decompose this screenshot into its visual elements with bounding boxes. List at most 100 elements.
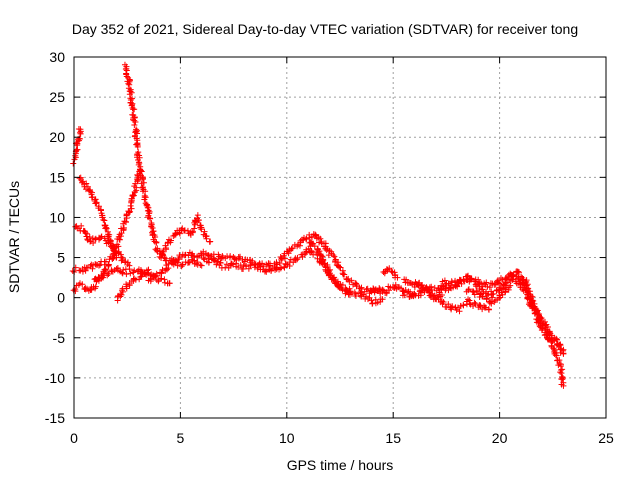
data-point (176, 230, 183, 237)
data-point (120, 224, 127, 231)
data-point (123, 67, 130, 74)
data-point (288, 245, 295, 252)
y-tick-labels: -15 -10 -5 0 5 10 15 20 25 30 (45, 49, 65, 426)
data-point (123, 73, 130, 80)
data-point (122, 218, 129, 225)
data-point (544, 323, 551, 330)
data-point (233, 256, 240, 263)
data-point (557, 369, 564, 376)
data-point (76, 135, 83, 142)
data-point (560, 346, 567, 353)
data-point (331, 277, 338, 284)
data-point (407, 279, 414, 286)
series-s20 (507, 268, 567, 389)
data-point (182, 251, 189, 258)
data-point (249, 257, 256, 264)
y-axis-label: SDTVAR / TECUs (6, 181, 22, 293)
data-point (105, 233, 112, 240)
data-point (345, 275, 352, 282)
chart-title: Day 352 of 2021, Sidereal Day-to-day VTE… (72, 21, 578, 37)
y-tick-label: 15 (49, 169, 65, 185)
data-point (82, 267, 89, 274)
data-point (151, 238, 158, 245)
series-s12 (306, 239, 386, 307)
y-tick-label: -10 (45, 370, 65, 386)
data-point (85, 187, 92, 194)
data-point (274, 261, 281, 268)
data-point (132, 119, 139, 126)
data-point (549, 338, 556, 345)
plot-frame (73, 56, 607, 419)
data-point (102, 265, 109, 272)
y-tick-label: 0 (57, 290, 65, 306)
data-point (198, 262, 205, 269)
data-point (316, 248, 323, 255)
series-s3 (72, 222, 133, 269)
data-point (277, 254, 284, 261)
data-point (398, 285, 405, 292)
x-tick-label: 15 (385, 430, 401, 446)
data-point (460, 302, 467, 309)
data-point (465, 286, 472, 293)
data-point (114, 241, 121, 248)
data-point (412, 292, 419, 299)
data-point (352, 293, 359, 300)
data-point (155, 278, 162, 285)
data-point (386, 265, 393, 272)
data-point (404, 289, 411, 296)
data-point (554, 357, 561, 364)
data-point (138, 168, 145, 175)
data-point (124, 259, 131, 266)
data-point (267, 262, 274, 269)
data-point (70, 160, 77, 167)
y-tick-label: 10 (49, 209, 65, 225)
data-point (484, 292, 491, 299)
data-point (466, 300, 473, 307)
data-point (486, 284, 493, 291)
data-point (289, 245, 296, 252)
data-point (135, 159, 142, 166)
data-point (502, 280, 509, 287)
data-point (465, 287, 472, 294)
y-tick-label: 5 (57, 250, 65, 266)
data-point (526, 296, 533, 303)
data-point (118, 291, 125, 298)
data-point (73, 139, 80, 146)
data-point (558, 370, 565, 377)
data-point (471, 299, 478, 306)
data-point (119, 288, 126, 295)
data-point (489, 294, 496, 301)
x-tick-labels: 0 5 10 15 20 25 (70, 430, 614, 446)
data-point (168, 237, 175, 244)
data-point (131, 106, 138, 113)
data-point (213, 261, 220, 268)
data-point (133, 135, 140, 142)
data-point (201, 228, 208, 235)
data-point (131, 183, 138, 190)
data-point (73, 146, 80, 153)
data-point (89, 265, 96, 272)
data-point (69, 268, 76, 275)
data-point (72, 286, 79, 293)
data-point (281, 255, 288, 262)
data-point (128, 195, 135, 202)
data-point (116, 236, 123, 243)
data-point (353, 280, 360, 287)
data-point (120, 266, 127, 273)
data-point (276, 260, 283, 267)
data-point (147, 215, 154, 222)
x-tick-label: 25 (598, 430, 614, 446)
data-point (93, 200, 100, 207)
data-point (136, 152, 143, 159)
data-point (441, 285, 448, 292)
data-point (332, 257, 339, 264)
data-point (100, 216, 107, 223)
data-point (205, 259, 212, 266)
data-point (281, 264, 288, 271)
data-point (445, 301, 452, 308)
data-point (98, 233, 105, 240)
x-axis-label: GPS time / hours (287, 457, 394, 473)
data-point (550, 345, 557, 352)
data-point (457, 277, 464, 284)
data-point (83, 233, 90, 240)
